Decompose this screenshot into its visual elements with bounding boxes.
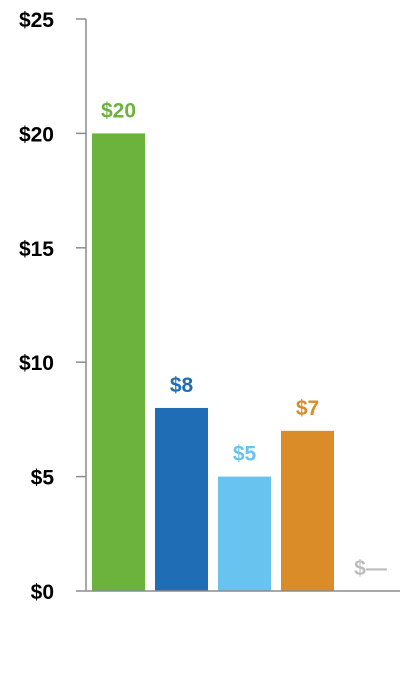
y-tick-label: $15 <box>19 238 54 261</box>
y-tick-label: $20 <box>19 123 54 146</box>
bar <box>281 430 334 591</box>
data-label: $— <box>354 557 387 580</box>
y-tick-label: $0 <box>31 581 54 604</box>
data-label: $7 <box>296 397 319 420</box>
data-label: $8 <box>170 374 194 397</box>
data-labels: $20 $8 $5 $7 $— <box>101 99 387 580</box>
data-label: $20 <box>101 99 136 122</box>
y-axis: $0 $5 $10 $15 $20 $25 <box>19 9 87 604</box>
bar <box>155 407 208 591</box>
bars <box>92 133 334 591</box>
bar <box>218 476 271 591</box>
y-tick-label: $10 <box>19 352 54 375</box>
y-tick-label: $25 <box>19 9 54 32</box>
data-label: $5 <box>233 443 257 466</box>
y-tick-label: $5 <box>31 467 55 490</box>
bar <box>92 133 145 591</box>
